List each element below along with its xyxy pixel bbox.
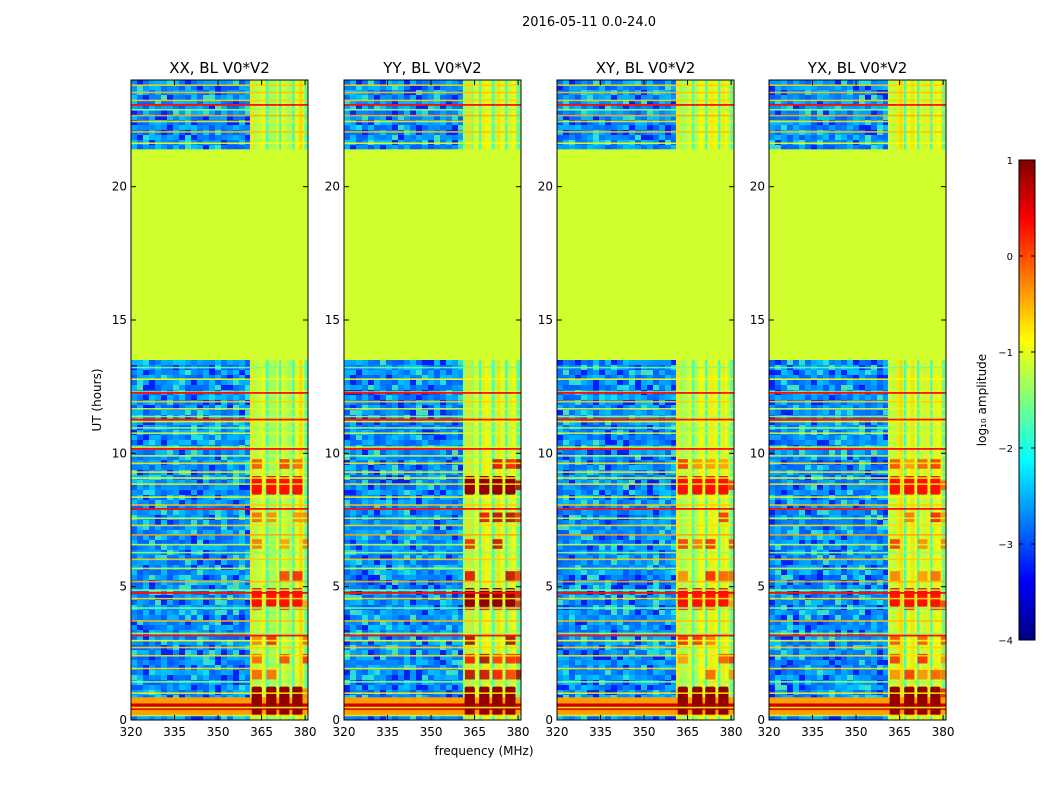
data-gap <box>557 149 734 360</box>
x-tick-label: 320 <box>758 725 781 739</box>
y-axis-label: UT (hours) <box>90 368 104 431</box>
panel-1: XX, BL V0*V2 320 335 350 365 380 0 5 10 15 20 <box>112 59 317 739</box>
x-tick-label: 335 <box>163 725 186 739</box>
colorbar-gradient <box>1018 159 1036 641</box>
panel-title: XX, BL V0*V2 <box>169 59 270 77</box>
figure-title: 2016-05-11 0.0-24.0 <box>522 15 656 30</box>
heatmap-cells <box>344 80 521 720</box>
y-tick-label: 0 <box>119 713 127 727</box>
y-tick-label: 5 <box>119 580 127 594</box>
x-tick-label: 350 <box>845 725 868 739</box>
x-tick-label: 350 <box>420 725 443 739</box>
panel-frame <box>768 79 947 721</box>
x-tick-label: 380 <box>507 725 530 739</box>
heatmap-cells <box>131 80 308 720</box>
y-tick-label: 0 <box>757 713 765 727</box>
y-tick-label: 10 <box>112 446 127 460</box>
colorbar: 1 0 −1 −2 −3 −4 log₁₀ amplitude <box>975 156 1036 647</box>
x-axis-label: frequency (MHz) <box>434 744 533 758</box>
x-tick-label: 365 <box>676 725 699 739</box>
x-tick-label: 365 <box>463 725 486 739</box>
data-gap <box>131 149 308 360</box>
x-tick-label: 350 <box>207 725 230 739</box>
y-tick-label: 20 <box>750 180 765 194</box>
heatmap-cells <box>769 80 946 720</box>
y-tick-label: 10 <box>325 446 340 460</box>
colorbar-tick-label: −2 <box>998 444 1013 455</box>
x-tick-label: 350 <box>633 725 656 739</box>
colorbar-tick-label: −4 <box>998 636 1013 647</box>
y-tick-label: 20 <box>112 180 127 194</box>
panel-4: YX, BL V0*V2 320 335 350 365 380 0 5 10 15 20 <box>750 59 955 739</box>
colorbar-tick-label: −3 <box>998 540 1013 551</box>
y-tick-label: 10 <box>750 446 765 460</box>
y-tick-label: 0 <box>545 713 553 727</box>
x-tick-label: 320 <box>546 725 569 739</box>
y-tick-label: 15 <box>750 313 765 327</box>
x-tick-label: 380 <box>720 725 743 739</box>
panel-title: YY, BL V0*V2 <box>382 59 481 77</box>
x-tick-label: 320 <box>333 725 356 739</box>
x-tick-label: 335 <box>589 725 612 739</box>
panel-frame <box>130 79 309 721</box>
x-tick-label: 335 <box>801 725 824 739</box>
y-tick-label: 20 <box>325 180 340 194</box>
y-tick-label: 15 <box>538 313 553 327</box>
panel-title: YX, BL V0*V2 <box>807 59 908 77</box>
data-gap <box>344 149 521 360</box>
x-tick-label: 380 <box>932 725 955 739</box>
y-tick-label: 10 <box>538 446 553 460</box>
panel-frame <box>556 79 735 721</box>
data-gap <box>769 149 946 360</box>
panel-frame <box>343 79 522 721</box>
colorbar-tick-label: 1 <box>1007 156 1013 167</box>
x-tick-label: 335 <box>376 725 399 739</box>
y-tick-label: 20 <box>538 180 553 194</box>
y-tick-label: 0 <box>332 713 340 727</box>
y-tick-label: 15 <box>112 313 127 327</box>
x-tick-label: 365 <box>888 725 911 739</box>
y-tick-label: 15 <box>325 313 340 327</box>
panel-2: YY, BL V0*V2 320 335 350 365 380 0 5 10 15 20 <box>325 59 530 739</box>
y-tick-label: 5 <box>545 580 553 594</box>
y-tick-label: 5 <box>332 580 340 594</box>
heatmap-cells <box>557 80 734 720</box>
y-tick-label: 5 <box>757 580 765 594</box>
colorbar-tick-label: −1 <box>998 348 1013 359</box>
panel-title: XY, BL V0*V2 <box>596 59 696 77</box>
x-tick-label: 365 <box>250 725 273 739</box>
colorbar-tick-label: 0 <box>1007 252 1013 263</box>
x-tick-label: 380 <box>294 725 317 739</box>
x-tick-label: 320 <box>120 725 143 739</box>
colorbar-label: log₁₀ amplitude <box>975 354 989 446</box>
panel-3: XY, BL V0*V2 320 335 350 365 380 0 5 10 15 20 <box>538 59 743 739</box>
